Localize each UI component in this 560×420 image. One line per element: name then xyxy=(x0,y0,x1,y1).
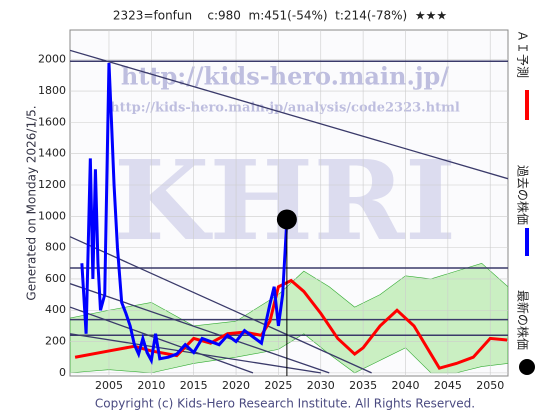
trend-line xyxy=(70,306,254,374)
x-tick-label: 2035 xyxy=(349,379,377,392)
trend-line xyxy=(70,49,508,180)
y-tick-label: 600 xyxy=(45,272,66,285)
x-tick-label: 2045 xyxy=(434,379,462,392)
footer: Copyright (c) Kids-Hero Research Institu… xyxy=(95,397,475,411)
series-line xyxy=(80,62,289,365)
legend-marker xyxy=(519,359,535,375)
y-axis-label: Generated on Monday 2026/1/5. xyxy=(25,105,39,300)
watermark: http://kids-hero.main.jp/analysis/code23… xyxy=(110,101,460,116)
y-tick-label: 2000 xyxy=(38,53,66,66)
y-tick-label: 1600 xyxy=(38,115,66,128)
x-tick-label: 2050 xyxy=(476,379,504,392)
legend-label: 過去の株価 xyxy=(516,165,531,225)
trend-line xyxy=(70,283,330,374)
x-tick-label: 2015 xyxy=(180,379,208,392)
x-tick-label: 2030 xyxy=(307,379,335,392)
y-tick-label: 1400 xyxy=(38,147,66,160)
y-tick-label: 400 xyxy=(45,303,66,316)
plot-area xyxy=(69,29,509,377)
y-tick-label: 1200 xyxy=(38,178,66,191)
legend-label: ＡＩ予測 xyxy=(516,30,530,78)
y-tick-label: 800 xyxy=(45,241,66,254)
legend-label: 最新の株価 xyxy=(516,290,531,350)
x-tick-label: 2025 xyxy=(264,379,292,392)
trend-line xyxy=(70,333,321,374)
y-tick-label: 200 xyxy=(45,335,66,348)
x-tick-label: 2020 xyxy=(222,379,250,392)
x-tick-label: 2010 xyxy=(137,379,165,392)
y-tick-label: 1800 xyxy=(38,84,66,97)
watermark: http://kids-hero.main.jp/ xyxy=(121,62,449,91)
latest-point xyxy=(276,209,297,230)
x-tick-label: 2040 xyxy=(391,379,419,392)
y-tick-label: 0 xyxy=(59,366,66,379)
y-tick-label: 1000 xyxy=(38,209,66,222)
chart-title: 2323=fonfun c:980 m:451(-54%) t:214(-78%… xyxy=(113,9,447,23)
trend-line xyxy=(70,236,372,374)
x-tick-label: 2005 xyxy=(95,379,123,392)
